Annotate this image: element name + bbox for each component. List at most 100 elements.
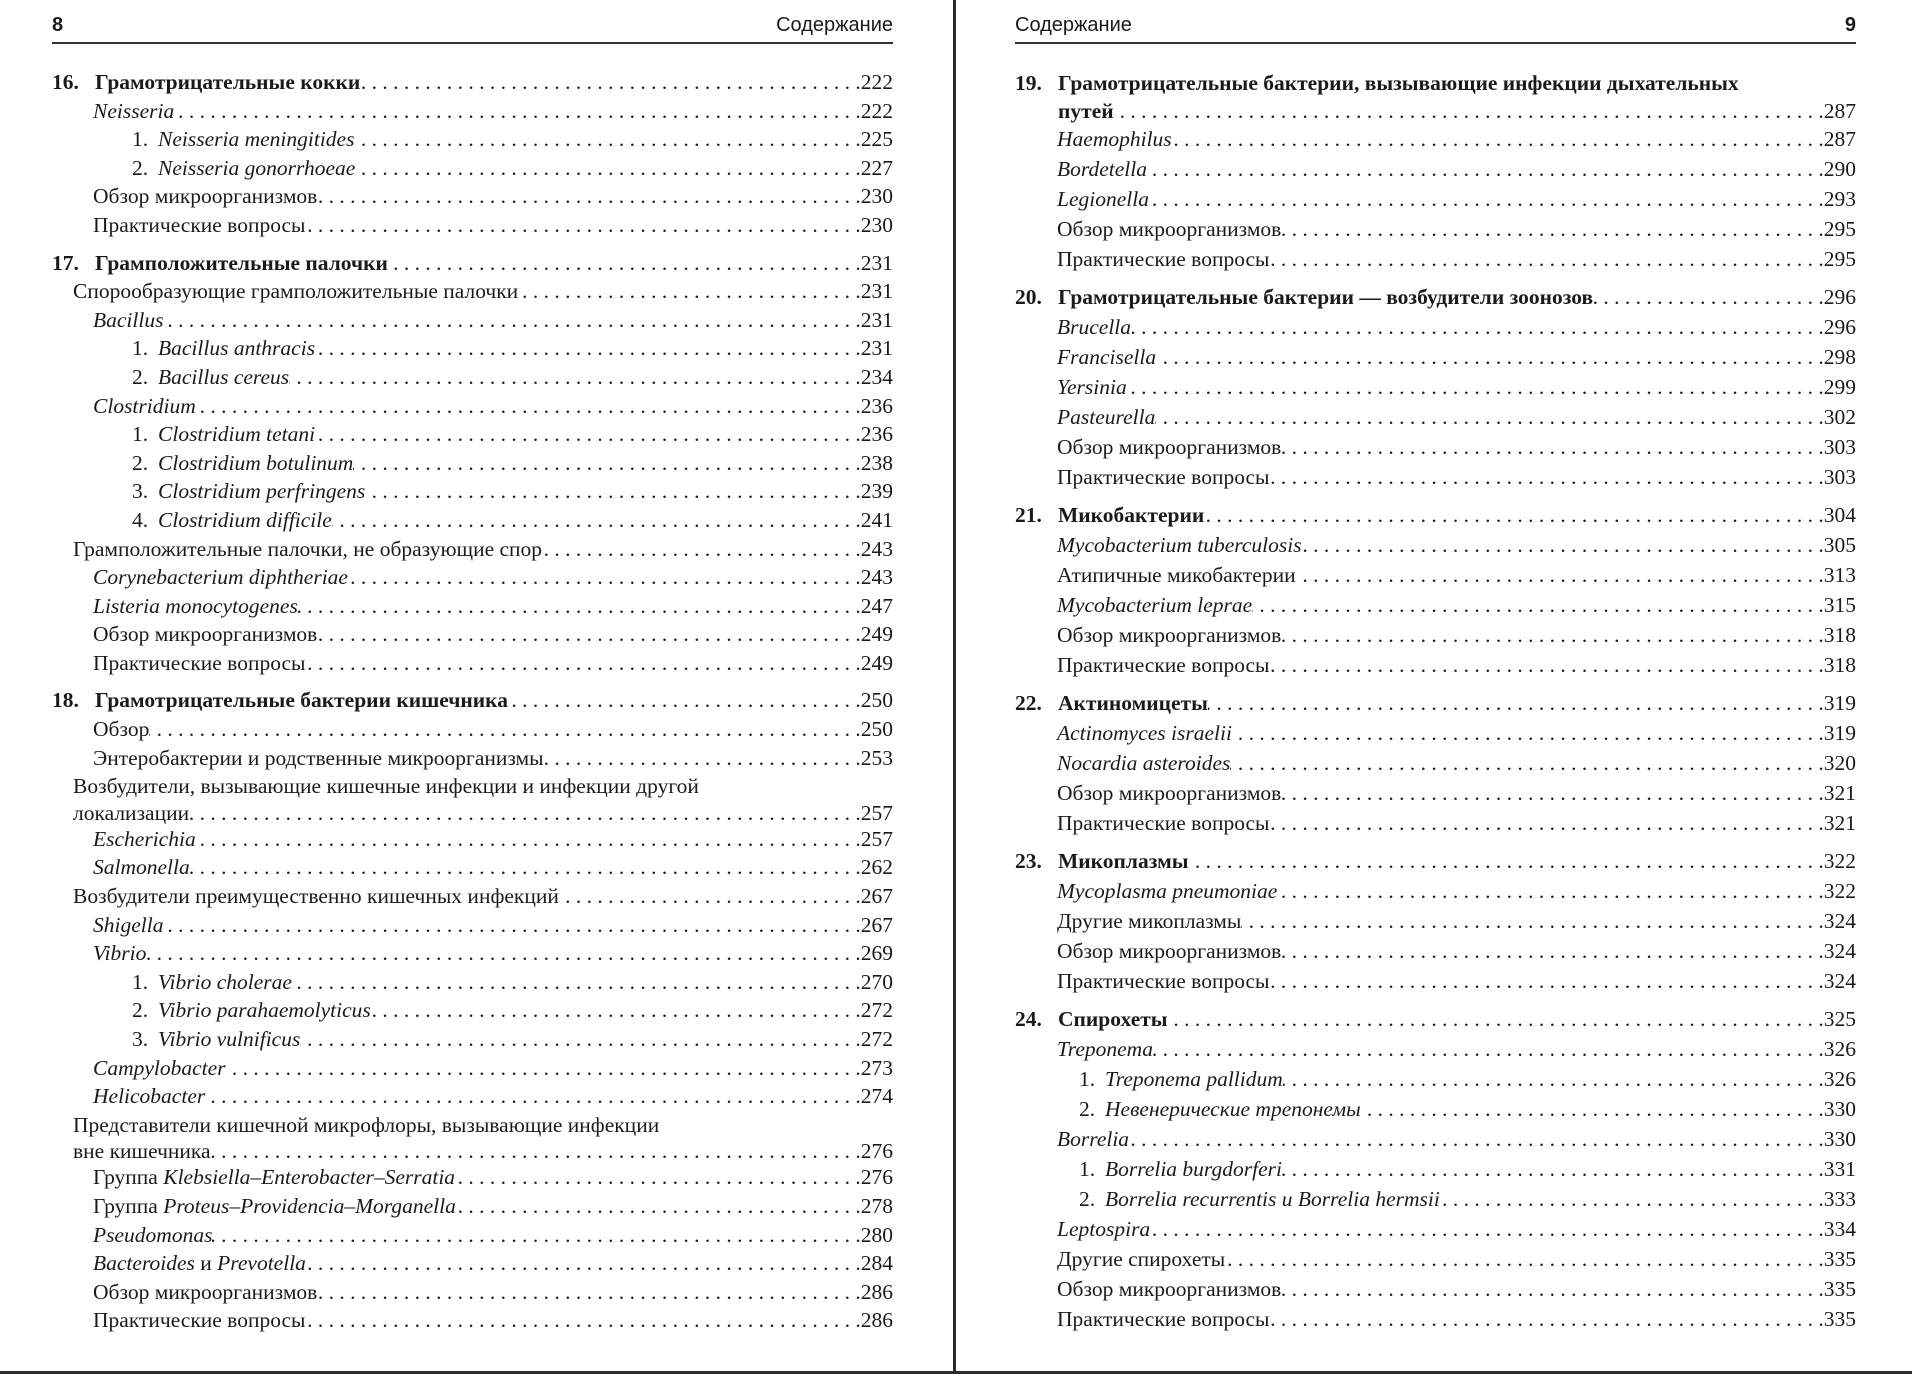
leader-dots: . . . . . . . . . . . . . . . . . . . . … (1269, 969, 1824, 993)
leader-dots: . . . . . . . . . . . . . . . . . . . . … (1282, 1157, 1824, 1181)
toc-entry: Обзор микроорганизмов . . . . . . . . . … (1015, 936, 1856, 966)
entry-title-part: Практические вопросы (1057, 1307, 1270, 1331)
page-ref: 222 (860, 70, 893, 94)
entry-title-part: Clostridium perfringens (158, 479, 366, 504)
chapter-number: 20. (1015, 285, 1042, 309)
leader-dots: . . . . . . . . . . . . . . . . . . . . … (292, 969, 861, 994)
page-ref: 321 (1823, 811, 1856, 835)
entry-title-part: Neisseria (93, 98, 175, 123)
entry-title: Leptospira (1057, 1214, 1150, 1244)
page-ref: 241 (860, 507, 893, 532)
toc-entry: Mycobacterium tuberculosis . . . . . . .… (1015, 530, 1856, 560)
entry-title-part: Mycobacterium leprae (1057, 593, 1253, 617)
entry-title: Escherichia (93, 825, 196, 854)
toc-entry: Возбудители, вызывающие кишечные инфекци… (52, 772, 893, 801)
leader-dots: . . . . . . . . . . . . . . . . . . . . … (305, 1308, 861, 1333)
leader-dots: . . . . . . . . . . . . . . . . . . . . … (1156, 345, 1824, 369)
entry-title-part: Haemophilus (1057, 127, 1172, 151)
toc-entry: Bordetella . . . . . . . . . . . . . . .… (1015, 154, 1856, 184)
chapter-heading: 22. Актиномицеты . . . . . . . . . . . . … (1015, 688, 1856, 718)
entry-title: Практические вопросы (93, 211, 305, 240)
chapter-heading: путей . . . . . . . . . . . . . . . . . … (1015, 98, 1856, 124)
toc-entry: Legionella . . . . . . . . . . . . . . .… (1015, 184, 1856, 214)
leader-dots: . . . . . . . . . . . . . . . . . . . . … (543, 745, 861, 770)
entry-title-part: Обзор микроорганизмов (1057, 939, 1282, 963)
entry-title-part: Vibrio vulnificus (158, 1027, 301, 1051)
leader-dots: . . . . . . . . . . . . . . . . . . . . … (353, 450, 861, 475)
toc-entry: Escherichia . . . . . . . . . . . . . . … (52, 825, 893, 854)
entry-title-part: Proteus–Providencia–Morganella (163, 1193, 456, 1218)
entry-title-part: Практические вопросы (1057, 653, 1270, 677)
entry-number: 1. (132, 336, 149, 361)
leader-dots: . . . . . . . . . . . . . . . . . . . . … (1172, 127, 1824, 151)
toc-entry: Обзор микроорганизмов . . . . . . . . . … (1015, 1274, 1856, 1304)
toc-entry: Практические вопросы . . . . . . . . . .… (1015, 650, 1856, 680)
toc-entry: Mycoplasma pneumoniae . . . . . . . . . … (1015, 876, 1856, 906)
leader-dots: . . . . . . . . . . . . . . . . . . . . … (1189, 849, 1824, 873)
page-ref: 273 (860, 1055, 893, 1080)
leader-dots: . . . . . . . . . . . . . . . . . . . . … (298, 593, 861, 618)
page-ref: 270 (860, 969, 893, 994)
entry-title-part: Clostridium botulinum (158, 450, 354, 475)
entry-title: локализации (73, 801, 189, 825)
entry-title: Энтеробактерии и родственные микрооргани… (93, 744, 544, 773)
toc-entry: 2. Bacillus cereus . . . . . . . . . . . … (52, 363, 893, 392)
page-ref: 234 (860, 364, 893, 389)
entry-title-part: Грамположительные палочки (95, 250, 388, 275)
toc-entry: 2. Neisseria gonorrhoeae . . . . . . . . … (52, 154, 893, 183)
toc-entry: Pasteurella . . . . . . . . . . . . . . … (1015, 402, 1856, 432)
chapter-number: 24. (1015, 1007, 1042, 1031)
running-head: Содержание (1015, 13, 1132, 36)
page-ref: 287 (1823, 99, 1856, 123)
entry-title: Vibrio (93, 939, 146, 968)
toc-entry: Bacteroides и Prevotella . . . . . . . .… (52, 1249, 893, 1278)
toc-entry: Другие микоплазмы . . . . . . . . . . . … (1015, 906, 1856, 936)
leader-dots: . . . . . . . . . . . . . . . . . . . . … (196, 826, 861, 851)
toc-entry: Обзор микроорганизмов . . . . . . . . . … (1015, 620, 1856, 650)
toc-entry: 1. Vibrio cholerae . . . . . . . . . . . … (52, 968, 893, 997)
toc-entry: Mycobacterium leprae . . . . . . . . . .… (1015, 590, 1856, 620)
page-ref: 295 (1823, 247, 1856, 271)
page-ref: 236 (860, 393, 893, 418)
entry-title-part: Borrelia hermsii (1297, 1187, 1440, 1211)
leader-dots: . . . . . . . . . . . . . . . . . . . . … (348, 565, 861, 590)
chapter-heading: 21. Микобактерии . . . . . . . . . . . . … (1015, 500, 1856, 530)
toc-entry: Практические вопросы . . . . . . . . . .… (1015, 966, 1856, 996)
entry-title: Практические вопросы (93, 649, 305, 678)
chapter-heading: 16. Грамотрицательные кокки . . . . . . .… (52, 68, 893, 97)
page-ref: 296 (1823, 315, 1856, 339)
entry-number: 2. (1079, 1187, 1096, 1211)
entry-title: Neisseria (93, 97, 174, 126)
entry-title: Pseudomonas (93, 1221, 212, 1250)
leader-dots: . . . . . . . . . . . . . . . . . . . . … (456, 1193, 861, 1218)
entry-title-part: Borrelia recurrentis (1105, 1187, 1277, 1211)
entry-title: Borrelia recurrentis и Borrelia hermsii (1105, 1184, 1440, 1214)
leader-dots: . . . . . . . . . . . . . . . . . . . . … (1149, 187, 1824, 211)
page-number: 8 (52, 13, 64, 36)
entry-title: Обзор микроорганизмов (93, 1278, 317, 1307)
entry-title: Bordetella (1057, 154, 1147, 184)
page-ref: 299 (1823, 375, 1856, 399)
page-ref: 302 (1823, 405, 1856, 429)
leader-dots: . . . . . . . . . . . . . . . . . . . . … (1281, 623, 1824, 647)
entry-title: путей (1058, 98, 1114, 124)
page-ref: 225 (860, 127, 893, 152)
entry-title-part: Bacillus (93, 307, 164, 332)
entry-title: Спорообразующие грамположительные палочк… (73, 277, 518, 306)
page-ref: 238 (860, 450, 893, 475)
toc-entry: Практические вопросы . . . . . . . . . .… (1015, 1304, 1856, 1334)
entry-title-part: Обзор (93, 717, 150, 742)
entry-title-part: Микоплазмы (1058, 849, 1189, 873)
page-ref: 303 (1823, 435, 1856, 459)
leader-dots: . . . . . . . . . . . . . . . . . . . . … (1269, 465, 1824, 489)
entry-title-part: Treponema pallidum (1105, 1067, 1283, 1091)
page-ref: 334 (1823, 1217, 1856, 1241)
chapter-number: 17. (52, 250, 79, 275)
entry-title-part: Bacteroides (93, 1251, 195, 1276)
page-ref: 335 (1823, 1277, 1856, 1301)
toc-entry: Практические вопросы . . . . . . . . . .… (1015, 462, 1856, 492)
leader-dots: . . . . . . . . . . . . . . . . . . . . … (1114, 99, 1824, 123)
leader-dots: . . . . . . . . . . . . . . . . . . . . … (1153, 1037, 1824, 1061)
leader-dots: . . . . . . . . . . . . . . . . . . . . … (1150, 1217, 1824, 1241)
toc-entry: Brucella . . . . . . . . . . . . . . . .… (1015, 312, 1856, 342)
